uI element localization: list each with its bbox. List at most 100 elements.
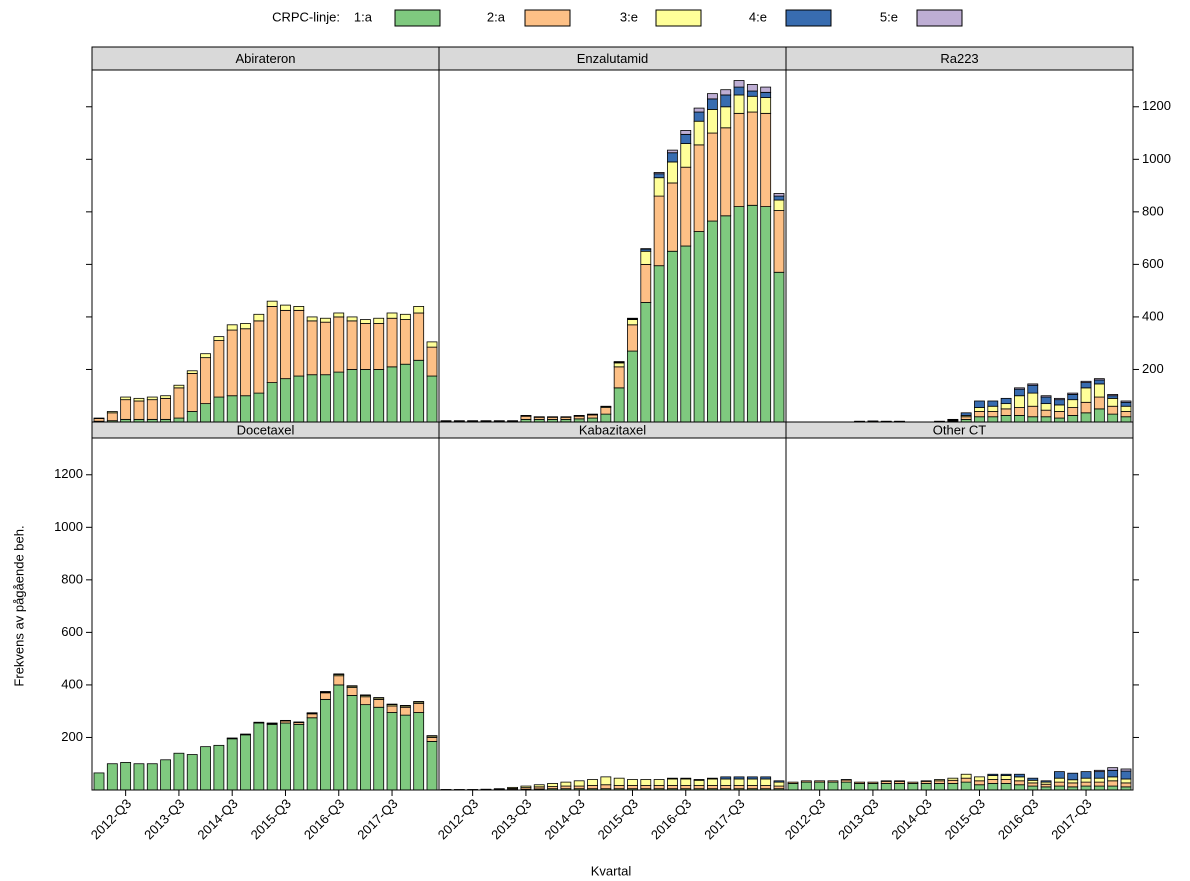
bar-segment bbox=[373, 706, 385, 791]
bar-segment bbox=[399, 714, 411, 791]
bar-segment bbox=[1120, 411, 1132, 418]
bar-segment bbox=[920, 783, 932, 791]
bar-segment bbox=[266, 306, 278, 383]
bar-segment bbox=[987, 779, 999, 784]
y-tick-label: 200 bbox=[1142, 361, 1164, 376]
y-tick-label: 400 bbox=[61, 676, 83, 691]
bar-segment bbox=[667, 778, 678, 786]
bar-segment bbox=[1107, 397, 1119, 407]
bar-segment bbox=[173, 417, 185, 423]
bar-segment bbox=[627, 350, 638, 423]
bar-segment bbox=[800, 781, 812, 791]
bar-segment bbox=[1067, 782, 1079, 788]
bar-segment bbox=[240, 733, 251, 736]
bar-segment bbox=[600, 776, 612, 786]
bar-segment bbox=[733, 80, 745, 88]
bar-segment bbox=[680, 143, 692, 168]
bar-segment bbox=[453, 420, 465, 422]
bar-segment bbox=[413, 702, 425, 713]
y-tick-label: 800 bbox=[61, 571, 83, 586]
panel-title: Abirateron bbox=[236, 51, 296, 66]
bar-segment bbox=[320, 698, 331, 791]
bar-segment bbox=[240, 323, 251, 330]
bar-segment bbox=[1080, 771, 1092, 779]
bar-segment bbox=[1093, 785, 1105, 791]
bar-segment bbox=[707, 778, 718, 786]
bar-segment bbox=[733, 112, 745, 207]
bar-segment bbox=[1014, 395, 1025, 408]
bar-segment bbox=[960, 412, 972, 416]
bar-segment bbox=[306, 717, 318, 791]
bar-segment bbox=[974, 411, 985, 418]
bar-segment bbox=[720, 94, 732, 108]
bar-segment bbox=[667, 149, 678, 154]
bar-segment bbox=[1120, 405, 1132, 412]
panel-title: Docetaxel bbox=[237, 422, 295, 437]
bar-segment bbox=[386, 312, 398, 319]
x-axis-label: Kvartal bbox=[591, 863, 632, 878]
bar-segment bbox=[773, 271, 785, 423]
bar-segment bbox=[186, 370, 198, 374]
bar-segment bbox=[987, 773, 999, 776]
bar-segment bbox=[1120, 778, 1132, 784]
bar-segment bbox=[333, 312, 345, 318]
bar-segment bbox=[720, 776, 732, 780]
bar-segment bbox=[987, 416, 999, 423]
bar-segment bbox=[1014, 387, 1025, 390]
bar-segment bbox=[680, 785, 692, 790]
y-tick-label: 200 bbox=[61, 729, 83, 744]
bar-segment bbox=[106, 411, 118, 414]
bar-segment bbox=[1080, 412, 1092, 423]
bar-segment bbox=[386, 317, 398, 368]
bar-segment bbox=[613, 785, 625, 790]
bar-segment bbox=[160, 759, 172, 791]
bar-segment bbox=[746, 204, 758, 423]
bar-segment bbox=[587, 417, 598, 423]
bar-segment bbox=[1080, 781, 1092, 787]
bar-segment bbox=[266, 722, 278, 724]
bar-segment bbox=[1120, 768, 1132, 772]
bar-segment bbox=[120, 399, 132, 420]
bar-segment bbox=[627, 319, 638, 326]
bar-segment bbox=[573, 780, 585, 787]
bar-segment bbox=[974, 780, 985, 786]
x-tick-label: 2013-Q3 bbox=[488, 796, 534, 842]
bar-segment bbox=[920, 780, 932, 782]
bar-segment bbox=[733, 86, 745, 96]
bar-segment bbox=[680, 133, 692, 144]
bar-segment bbox=[746, 776, 758, 780]
bar-segment bbox=[840, 781, 852, 791]
bar-segment bbox=[733, 206, 745, 423]
bar-segment bbox=[1027, 785, 1039, 791]
bar-segment bbox=[146, 399, 158, 420]
bar-segment bbox=[1054, 777, 1065, 783]
bar-segment bbox=[253, 722, 265, 791]
y-tick-label: 800 bbox=[1142, 203, 1164, 218]
bar-segment bbox=[359, 323, 371, 370]
bar-segment bbox=[600, 407, 612, 415]
bar-segment bbox=[613, 387, 625, 423]
bar-segment bbox=[1014, 407, 1025, 416]
bar-segment bbox=[587, 779, 598, 786]
bar-segment bbox=[693, 120, 705, 146]
bar-segment bbox=[320, 317, 331, 323]
bar-segment bbox=[1054, 397, 1065, 401]
bar-segment bbox=[560, 781, 572, 787]
bar-segment bbox=[693, 785, 705, 790]
bar-segment bbox=[960, 777, 972, 783]
bar-segment bbox=[653, 172, 665, 175]
bar-segment bbox=[1014, 773, 1025, 778]
bar-segment bbox=[746, 84, 758, 92]
bar-segment bbox=[373, 369, 385, 423]
bar-segment bbox=[280, 309, 291, 380]
bar-segment bbox=[1040, 416, 1052, 423]
bar-segment bbox=[827, 780, 839, 783]
bar-segment bbox=[507, 786, 519, 789]
bar-segment bbox=[680, 130, 692, 135]
bar-segment bbox=[653, 785, 665, 790]
bar-segment bbox=[907, 781, 919, 784]
bar-segment bbox=[320, 321, 331, 376]
bar-segment bbox=[226, 738, 238, 791]
bar-segment bbox=[280, 378, 291, 423]
bar-segment bbox=[226, 329, 238, 397]
